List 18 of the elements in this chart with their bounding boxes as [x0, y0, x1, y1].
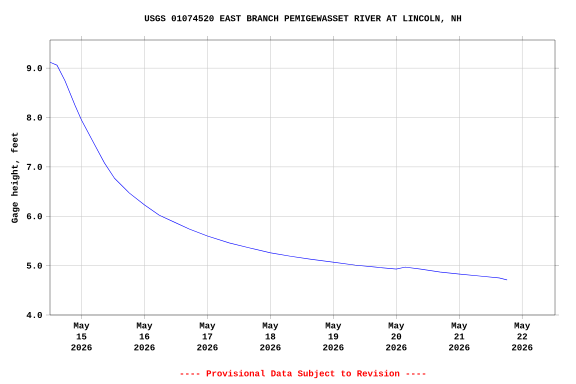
x-tick-label: May 22 2026 [512, 322, 532, 350]
y-tick-label: 5.0 [26, 262, 42, 269]
x-tick-label: May 19 2026 [323, 322, 344, 350]
x-tick-label: May 21 2026 [449, 322, 470, 350]
x-tick-label: May 16 2026 [134, 322, 155, 350]
y-axis-title: Gage height, feet [10, 132, 20, 223]
text: ---- Provisional Data Subject to Revision ---- [180, 370, 426, 378]
y-tick-label: 8.0 [26, 114, 42, 121]
x-tick-label: May 15 2026 [71, 322, 92, 350]
y-tick-label: 7.0 [26, 164, 42, 170]
x-tick-label: May 18 2026 [260, 322, 281, 350]
x-tick-label: May 17 2026 [197, 322, 218, 350]
line-series [50, 62, 508, 280]
y-tick-label: 4.0 [26, 312, 42, 318]
y-tick-label: 6.0 [26, 213, 42, 220]
x-tick-label: May 20 2026 [386, 322, 407, 350]
chart-title: USGS 01074520 EAST BRANCH PEMIGEWASSET RIVER AT LINCOLN, NH [144, 15, 462, 23]
y-tick-label: 9.0 [26, 65, 42, 72]
